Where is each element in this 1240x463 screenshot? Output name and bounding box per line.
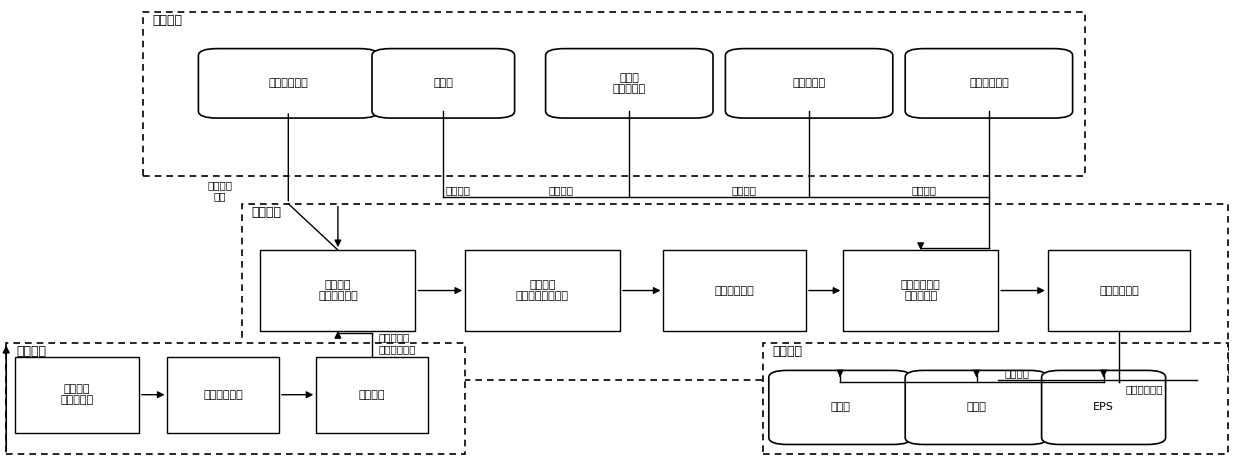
Text: 扭矩信号: 扭矩信号 [549, 185, 574, 195]
Text: 训练数据
采集与标注: 训练数据 采集与标注 [61, 384, 93, 406]
Text: 扭矩回正控制: 扭矩回正控制 [1099, 286, 1140, 295]
Text: 开关信号: 开关信号 [911, 185, 936, 195]
Text: 显示屏: 显示屏 [966, 402, 987, 413]
Text: 车速信号: 车速信号 [446, 185, 471, 195]
Text: 功能开关信号: 功能开关信号 [968, 78, 1009, 88]
Text: 模型压缩: 模型压缩 [358, 390, 386, 400]
Text: EPS: EPS [1094, 402, 1114, 413]
FancyBboxPatch shape [725, 49, 893, 118]
Text: 轮速计: 轮速计 [433, 78, 454, 88]
Text: 关键参数计算: 关键参数计算 [714, 286, 755, 295]
Text: 系统输入: 系统输入 [153, 14, 182, 27]
FancyBboxPatch shape [372, 49, 515, 118]
Text: 盲区场景
图像: 盲区场景 图像 [207, 180, 233, 201]
Text: 盲区后视系统: 盲区后视系统 [268, 78, 309, 88]
Text: 扭矩控制信号: 扭矩控制信号 [1126, 384, 1163, 394]
Text: 离线训练: 离线训练 [16, 345, 46, 358]
FancyBboxPatch shape [663, 250, 806, 331]
FancyBboxPatch shape [465, 250, 620, 331]
Text: 预警信号: 预警信号 [1004, 368, 1029, 378]
FancyBboxPatch shape [167, 357, 279, 433]
FancyBboxPatch shape [260, 250, 415, 331]
FancyBboxPatch shape [1042, 370, 1166, 444]
FancyBboxPatch shape [769, 370, 911, 444]
Text: 模型离线训练: 模型离线训练 [203, 390, 243, 400]
Text: 嵌入式友好
神经网络模型: 嵌入式友好 神经网络模型 [378, 332, 415, 354]
FancyBboxPatch shape [6, 343, 465, 454]
Text: 盲区场景
神经网络分析: 盲区场景 神经网络分析 [317, 280, 358, 301]
FancyBboxPatch shape [143, 12, 1085, 176]
Text: 实时应用: 实时应用 [252, 206, 281, 219]
FancyBboxPatch shape [843, 250, 998, 331]
Text: 转向灯信号: 转向灯信号 [792, 78, 826, 88]
Text: 车道辅助系统
应用与交互: 车道辅助系统 应用与交互 [900, 280, 941, 301]
FancyBboxPatch shape [15, 357, 139, 433]
FancyBboxPatch shape [905, 49, 1073, 118]
FancyBboxPatch shape [546, 49, 713, 118]
FancyBboxPatch shape [316, 357, 428, 433]
FancyBboxPatch shape [198, 49, 378, 118]
FancyBboxPatch shape [905, 370, 1048, 444]
FancyBboxPatch shape [763, 343, 1228, 454]
Text: 转向信号: 转向信号 [732, 185, 756, 195]
Text: 扬声器: 扬声器 [830, 402, 851, 413]
Text: 系统输出: 系统输出 [773, 345, 802, 358]
FancyBboxPatch shape [1048, 250, 1190, 331]
Text: 盲区场景
结构化数据后处理: 盲区场景 结构化数据后处理 [516, 280, 569, 301]
Text: 方向盘
扭矩传感器: 方向盘 扭矩传感器 [613, 73, 646, 94]
FancyBboxPatch shape [242, 204, 1228, 380]
